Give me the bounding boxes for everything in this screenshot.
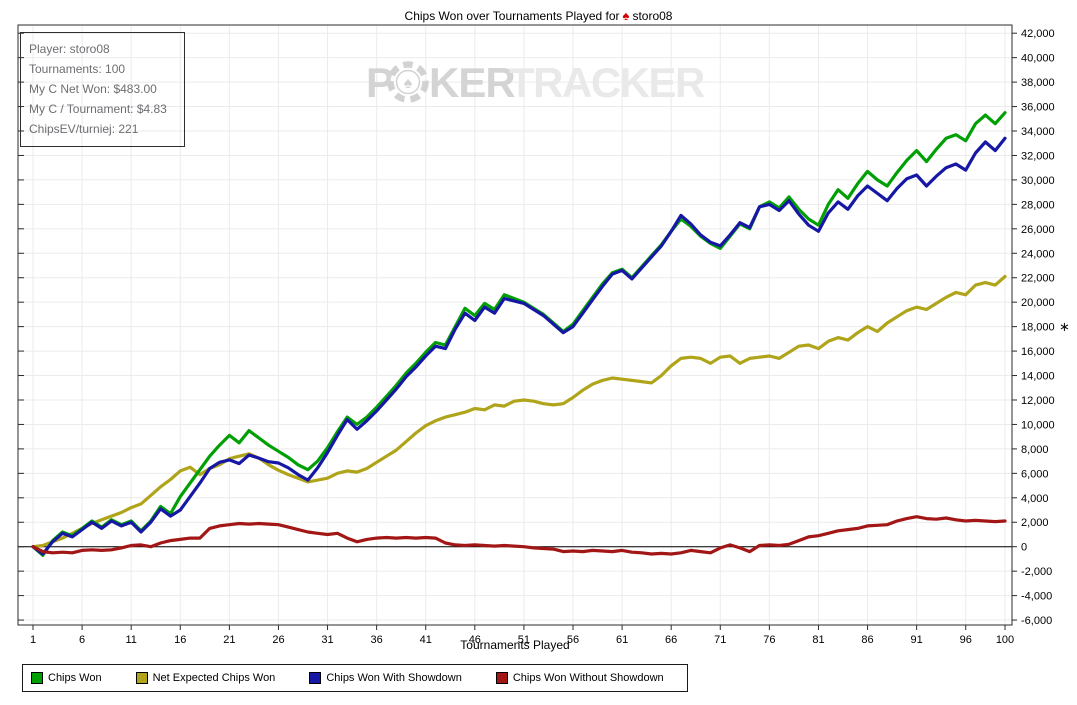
legend-swatch-net-expected bbox=[135, 672, 148, 684]
x-tick-label: 81 bbox=[812, 634, 824, 646]
legend-item-with-showdown[interactable]: Chips Won With Showdown bbox=[309, 672, 462, 684]
y-tick-label: 12,000 bbox=[1021, 395, 1055, 407]
y-tick-label: 8,000 bbox=[1021, 444, 1049, 456]
x-tick-label: 31 bbox=[321, 634, 333, 646]
y-tick-label: 14,000 bbox=[1021, 371, 1055, 383]
y-tick-label: 24,000 bbox=[1021, 248, 1055, 260]
axes-and-ticks: -6,000 -4,000 -2,000 0 2,000 4,000 6,000 8,000 1… bbox=[17, 24, 1055, 646]
legend-swatch-chips-won bbox=[31, 672, 43, 684]
y-tick-label: 32,000 bbox=[1021, 150, 1055, 162]
series-line-2[interactable] bbox=[31, 136, 1007, 556]
x-tick-label: 16 bbox=[174, 634, 186, 646]
x-tick-label: 56 bbox=[567, 634, 579, 646]
x-tick-label: 96 bbox=[960, 634, 972, 646]
y-tick-label: 42,000 bbox=[1021, 28, 1055, 40]
info-net-won: My C Net Won: $483.00 bbox=[29, 82, 157, 96]
chart-title: Chips Won over Tournaments Played for ♠ st… bbox=[0, 8, 1077, 23]
x-tick-label: 51 bbox=[518, 634, 530, 646]
pokertracker-watermark: P ♠ KER TRACKER bbox=[366, 59, 706, 106]
series-line-3[interactable] bbox=[31, 515, 1007, 556]
legend-label: Chips Won bbox=[48, 672, 102, 684]
watermark-tracker: TRACKER bbox=[509, 59, 705, 106]
y-tick-label: 18,000 bbox=[1021, 322, 1055, 334]
y-tick-label: 36,000 bbox=[1021, 102, 1055, 114]
legend-swatch-with-showdown bbox=[309, 672, 322, 684]
series-line-0[interactable] bbox=[31, 111, 1007, 557]
x-tick-label: 76 bbox=[763, 634, 775, 646]
x-tick-label: 6 bbox=[79, 634, 85, 646]
chart-legend: Chips Won Net Expected Chips Won Chips W… bbox=[22, 664, 688, 692]
y-tick-label: 2,000 bbox=[1021, 517, 1049, 529]
x-tick-label: 91 bbox=[911, 634, 923, 646]
y-tick-label: -6,000 bbox=[1021, 615, 1052, 627]
gridlines bbox=[18, 25, 1012, 625]
y-tick-label: 16,000 bbox=[1021, 346, 1055, 358]
y-tick-label: 6,000 bbox=[1021, 468, 1049, 480]
x-tick-label: 100 bbox=[996, 634, 1014, 646]
x-axis-label: Tournaments Played bbox=[460, 638, 569, 652]
x-tick-label: 61 bbox=[616, 634, 628, 646]
legend-swatch-without-showdown bbox=[495, 672, 508, 684]
chart-title-player: storo08 bbox=[632, 9, 673, 23]
x-tick-label: 66 bbox=[665, 634, 677, 646]
y-tick-label: 4,000 bbox=[1021, 493, 1049, 505]
plot-frame bbox=[17, 24, 1013, 626]
x-tick-label: 26 bbox=[272, 634, 284, 646]
x-tick-label: 21 bbox=[223, 634, 235, 646]
x-tick-label: 41 bbox=[420, 634, 432, 646]
legend-label: Net Expected Chips Won bbox=[152, 672, 276, 684]
y-tick-label: 40,000 bbox=[1021, 53, 1055, 65]
data-series-lines bbox=[31, 111, 1007, 557]
legend-item-without-showdown[interactable]: Chips Won Without Showdown bbox=[495, 672, 664, 684]
series-line-1[interactable] bbox=[31, 274, 1007, 549]
y-tick-label: 28,000 bbox=[1021, 199, 1055, 211]
player-info-box: Player: storo08 Tournaments: 100 My C Ne… bbox=[20, 32, 185, 147]
y-tick-label: 20,000 bbox=[1021, 297, 1055, 309]
x-tick-label: 36 bbox=[371, 634, 383, 646]
x-tick-label: 86 bbox=[861, 634, 873, 646]
y-tick-label: 34,000 bbox=[1021, 126, 1055, 138]
y-axis-asterisk-marker: ∗ bbox=[1059, 319, 1070, 334]
info-player: Player: storo08 bbox=[29, 42, 110, 56]
x-tick-label: 1 bbox=[30, 634, 36, 646]
pokerstars-spade-icon: ♠ bbox=[622, 8, 630, 23]
y-tick-label: 30,000 bbox=[1021, 175, 1055, 187]
y-tick-label: 22,000 bbox=[1021, 273, 1055, 285]
x-tick-label: 71 bbox=[714, 634, 726, 646]
legend-item-chips-won[interactable]: Chips Won bbox=[31, 672, 102, 684]
y-tick-label: 10,000 bbox=[1021, 419, 1055, 431]
legend-label: Chips Won With Showdown bbox=[326, 672, 462, 684]
y-tick-label: 0 bbox=[1021, 542, 1027, 554]
legend-item-net-expected[interactable]: Net Expected Chips Won bbox=[135, 672, 276, 684]
poker-chip-icon: ♠ bbox=[387, 61, 429, 103]
x-tick-label: 11 bbox=[125, 634, 136, 646]
info-per-tournament: My C / Tournament: $4.83 bbox=[29, 102, 167, 116]
y-tick-label: 38,000 bbox=[1021, 77, 1055, 89]
legend-label: Chips Won Without Showdown bbox=[512, 672, 664, 684]
y-tick-label: -4,000 bbox=[1021, 591, 1052, 603]
info-chips-ev: ChipsEV/turniej: 221 bbox=[29, 122, 139, 136]
watermark-ker: KER bbox=[429, 59, 515, 106]
info-tournaments: Tournaments: 100 bbox=[29, 62, 126, 76]
x-tick-label: 46 bbox=[469, 634, 481, 646]
watermark-chip-spade: ♠ bbox=[404, 75, 413, 92]
y-tick-label: -2,000 bbox=[1021, 566, 1052, 578]
chart-title-text: Chips Won over Tournaments Played for bbox=[404, 9, 620, 23]
y-tick-label: 26,000 bbox=[1021, 224, 1055, 236]
